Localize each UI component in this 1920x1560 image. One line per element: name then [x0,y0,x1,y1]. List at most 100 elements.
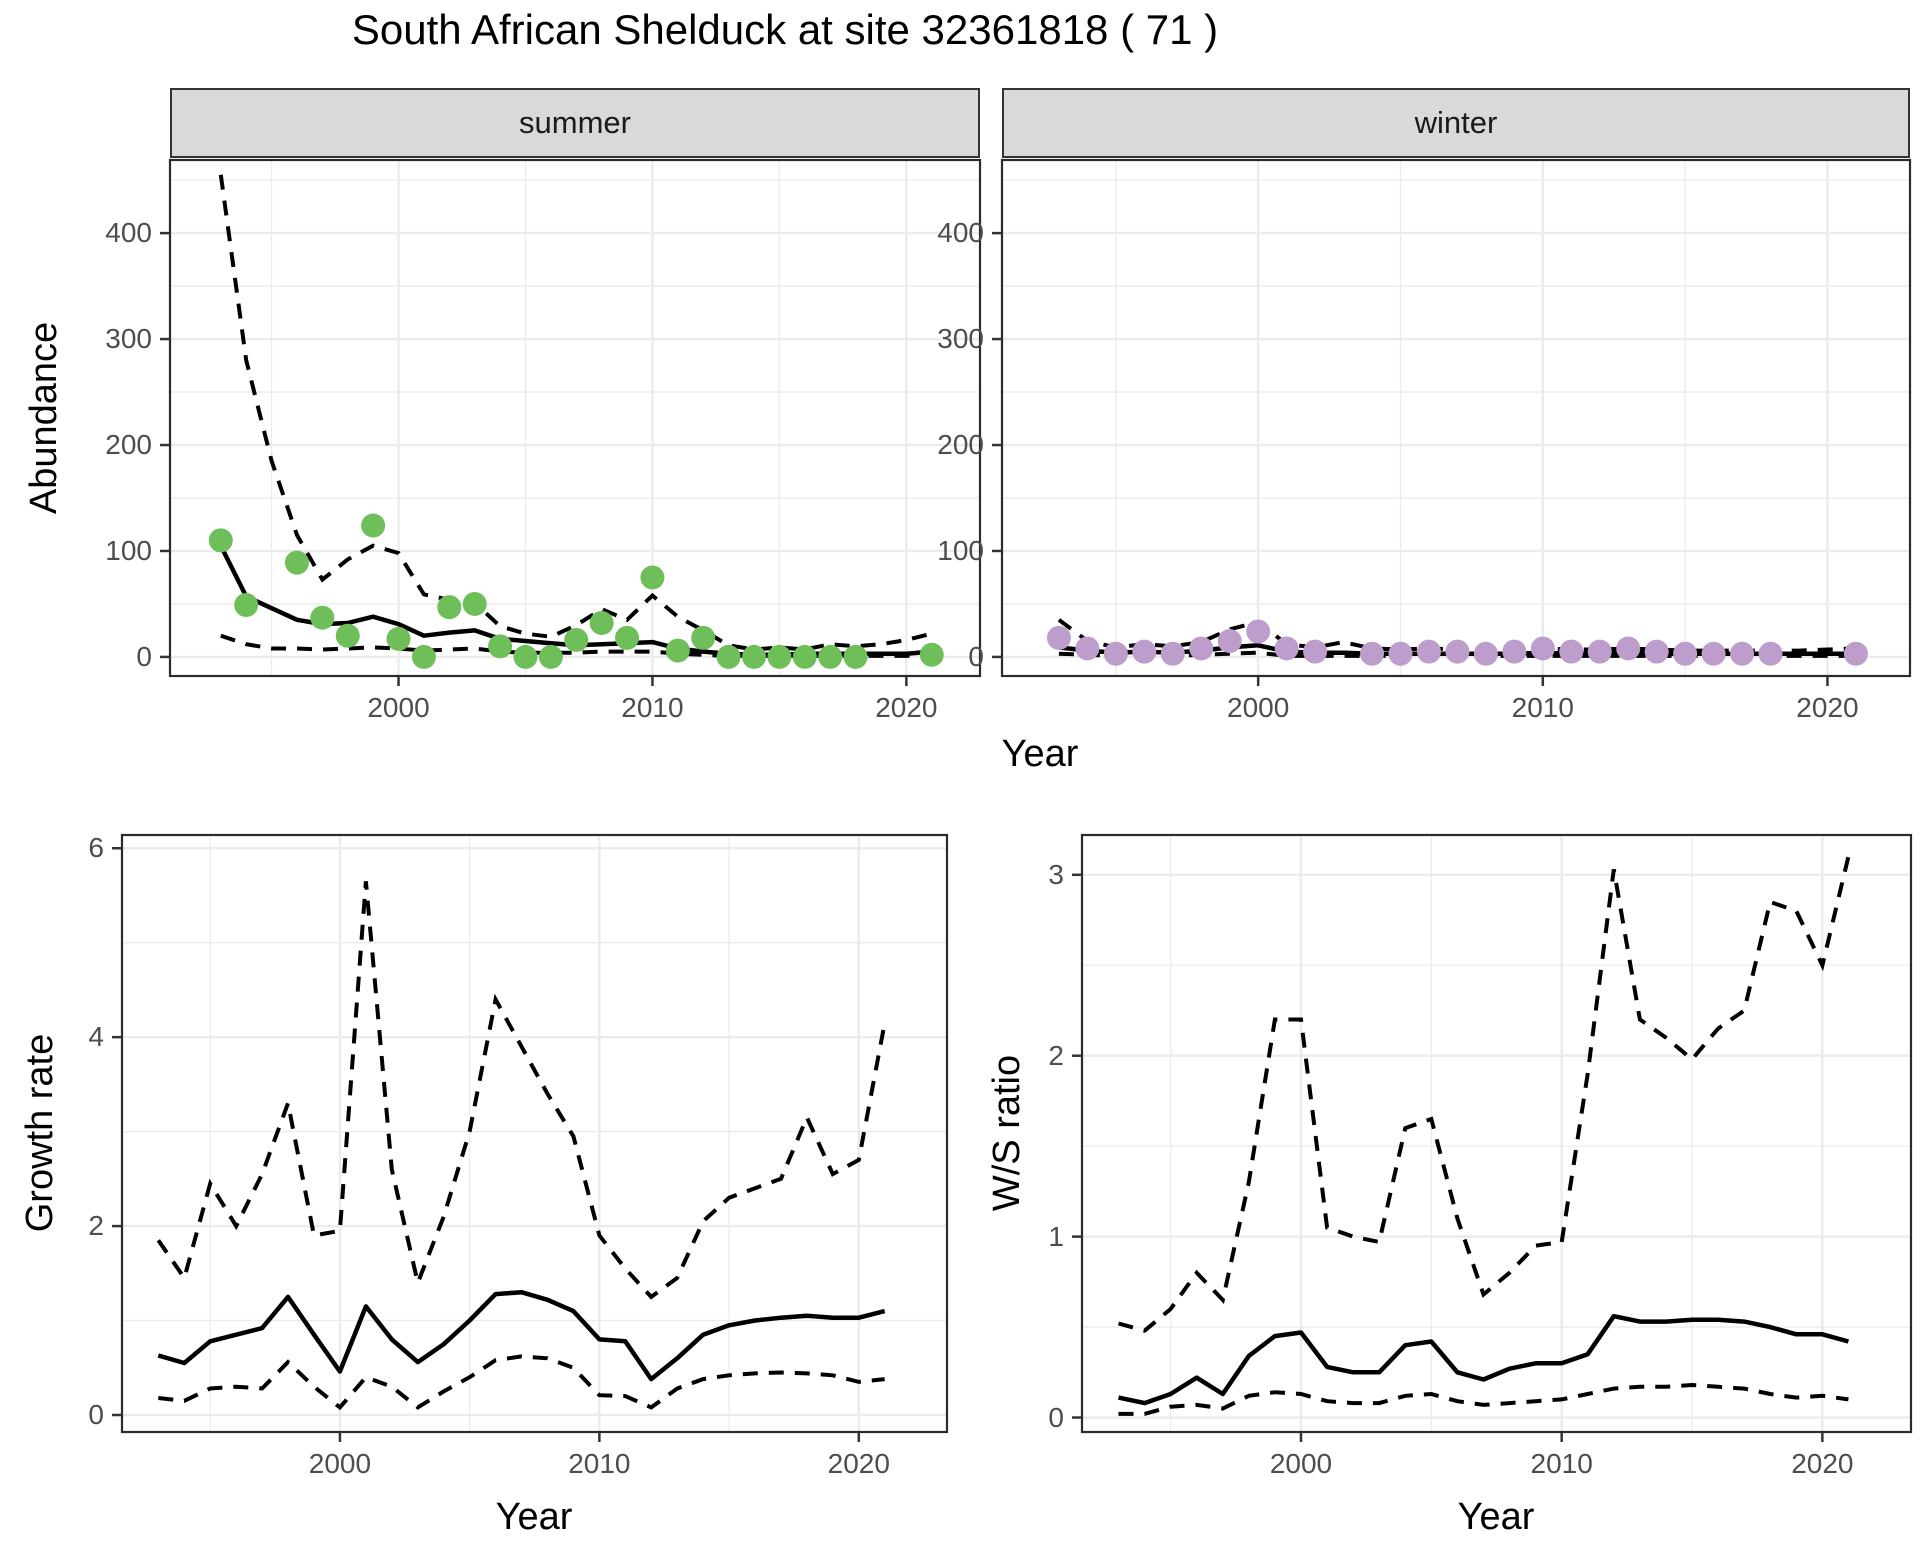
growth-y-tick-label: 0 [88,1398,104,1430]
summer-data-point [361,513,386,538]
growth-panel-border [120,833,949,1434]
winter-data-point [1103,641,1128,666]
ws-y-tick-label: 0 [1048,1401,1064,1433]
winter-data-point [1730,641,1755,666]
summer-data-point [665,638,690,663]
summer-data-point [742,644,767,669]
summer-y-tick-label: 300 [105,323,152,355]
summer-data-point [564,627,589,652]
winter-data-point [1843,641,1868,666]
summer-data-point [716,644,741,669]
winter-data-point [1132,639,1157,664]
summer-data-point [284,550,309,575]
winter-data-point [1160,641,1185,666]
summer-data-point [437,595,462,620]
winter-y-tick-label: 0 [968,640,984,672]
summer-data-point [691,625,716,650]
facet-strip-winter: winter [1002,88,1910,158]
ws-panel [1072,833,1913,1442]
winter-data-point [1217,629,1242,654]
ws-ci-upper-line [1117,856,1851,1333]
winter-data-point [1673,641,1698,666]
summer-y-tick-label: 0 [136,640,152,672]
ws-x-tick-label: 2010 [1530,1448,1593,1479]
winter-data-point [1246,619,1271,644]
summer-data-point [411,644,436,669]
winter-x-tick-label: 2010 [1511,692,1574,723]
facet-strip-summer: summer [170,88,980,158]
summer-data-point [386,626,411,651]
ws-y-tick-label: 2 [1048,1039,1064,1071]
winter-y-tick-label: 400 [937,217,984,249]
summer-data-point [513,644,538,669]
winter-data-point [1701,641,1726,666]
summer-data-point [335,623,360,648]
winter-data-point [1616,636,1641,661]
summer-data-point [589,611,614,636]
summer-data-point [310,605,335,630]
winter-data-point [1303,639,1328,664]
winter-data-point [1388,641,1413,666]
winter-data-point [1530,636,1555,661]
summer-data-point [208,528,233,553]
winter-x-tick-label: 2000 [1227,692,1290,723]
ws-y-tick-label: 1 [1048,1220,1064,1252]
growth-year-axis-title: Year [495,1496,573,1538]
summer-data-point [792,644,817,669]
ws-x-tick-label: 2020 [1791,1448,1854,1479]
ws-year-axis-title: Year [1457,1496,1535,1538]
summer-data-point [462,591,487,616]
summer-y-tick-label: 200 [105,429,152,461]
winter-data-point [1416,639,1441,664]
winter-data-point [1046,625,1071,650]
ws-x-tick-label: 2000 [1269,1448,1333,1479]
summer-data-point [615,625,640,650]
summer-y-tick-label: 400 [105,217,152,249]
facet-label-summer: summer [519,105,631,140]
growth-x-tick-label: 2010 [568,1448,631,1479]
summer-ci-upper-line [218,174,933,652]
facet-label-winter: winter [1414,105,1498,140]
summer-x-tick-label: 2000 [367,692,430,723]
summer-panel [160,158,982,686]
growth-ci-lower-line [158,1354,885,1411]
summer-data-point [488,634,513,659]
chart-title: South African Shelduck at site 32361818 … [351,6,1219,53]
abundance-axis-title: Abundance [23,321,65,515]
growth-y-tick-label: 6 [88,832,104,864]
winter-data-point [1644,639,1669,664]
summer-data-point [843,644,868,669]
winter-panel [992,158,1912,686]
summer-data-point [640,565,665,590]
winter-y-tick-label: 100 [937,534,984,566]
ws-panel-border [1080,833,1913,1434]
winter-data-point [1360,641,1385,666]
growth-x-tick-label: 2000 [308,1448,372,1479]
growth-ci-upper-line [156,881,887,1300]
ws-ci-lower-line [1118,1382,1849,1416]
top-year-axis-title: Year [1001,733,1079,775]
winter-data-point [1274,636,1299,661]
winter-data-point [1559,639,1584,664]
growth-rate-axis-title: Growth rate [19,1033,61,1233]
winter-data-point [1473,641,1498,666]
summer-x-tick-label: 2010 [621,692,684,723]
winter-data-point [1502,639,1527,664]
summer-x-tick-label: 2020 [875,692,938,723]
winter-data-point [1758,641,1783,666]
winter-data-point [1189,636,1214,661]
ws-y-tick-label: 3 [1048,858,1064,890]
summer-data-point [234,593,259,618]
summer-data-point [538,644,563,669]
growth-panel [112,833,949,1442]
winter-x-tick-label: 2020 [1796,692,1859,723]
summer-data-point [818,644,843,669]
winter-data-point [1587,639,1612,664]
summer-y-tick-label: 100 [105,534,152,566]
growth-x-tick-label: 2020 [827,1448,890,1479]
growth-y-tick-label: 2 [88,1210,104,1242]
ws-ratio-axis-title: W/S ratio [986,1054,1028,1212]
growth-fit-line [157,1289,886,1382]
ws-fit-line [1118,1313,1850,1406]
